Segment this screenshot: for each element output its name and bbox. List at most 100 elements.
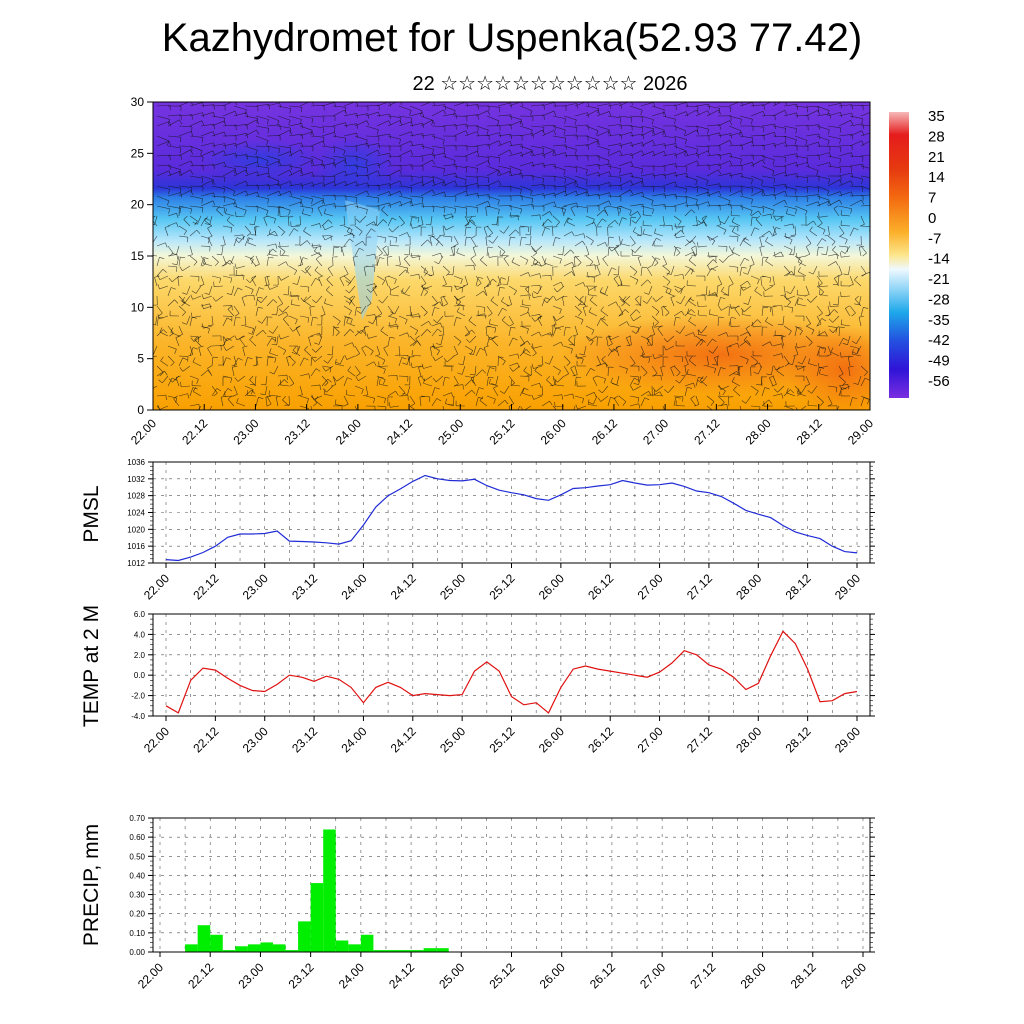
wind-barb-flag [260,383,266,386]
wind-barb [398,269,406,277]
wind-barb [177,277,180,287]
wind-barb-flag [840,352,842,358]
wind-barb [442,275,447,285]
wind-barb [541,125,555,127]
wind-barb [387,135,401,140]
wind-barb [365,135,380,137]
wind-barb [321,175,335,177]
wind-barb [541,163,555,167]
wind-barb [343,195,357,198]
wind-barb [153,345,158,355]
wind-barb-flag [383,345,389,349]
wind-barb [200,257,205,267]
wind-barb [552,227,554,237]
wind-barb [732,231,741,237]
wind-barb [486,305,493,314]
wind-barb [167,170,181,177]
wind-barb-flag [430,345,436,348]
wind-barb [563,175,577,181]
y-tick-label: 5 [137,352,144,366]
wind-barb-flag [389,183,392,189]
wind-barb-flag [852,397,858,400]
wind-barb [662,285,672,290]
wind-barb [266,355,276,359]
wind-barb-flag [600,306,605,311]
wind-barb [264,385,268,395]
wind-barb-flag [422,202,425,208]
wind-barb-flag [223,120,227,126]
wind-barb-flag [479,396,484,401]
wind-barb [537,285,543,294]
wind-barb [173,398,180,407]
wind-barb-flag [682,274,685,280]
precip-bar [398,950,412,952]
wind-barb [830,305,840,307]
wind-barb [269,254,279,257]
wind-barb-flag [311,118,314,124]
wind-barb-flag [159,372,164,377]
wind-barb [585,222,595,227]
wind-barb [856,335,862,344]
wind-barb-flag [781,393,784,399]
wind-barb [721,291,730,297]
wind-barb-flag [411,187,413,193]
wind-barb [662,172,676,177]
wind-barb [783,173,797,177]
wind-barb [535,245,543,253]
wind-barb [552,305,562,310]
wind-barb [376,257,380,267]
wind-barb [339,277,345,287]
wind-barb-flag [818,222,823,227]
wind-barb [574,112,588,117]
wind-barb [563,181,577,187]
wind-barb [431,322,441,327]
wind-barb [288,315,298,320]
wind-barb [816,395,824,403]
wind-barb [761,102,772,107]
wind-barb-flag [194,220,198,226]
wind-barb [634,245,642,253]
wind-barb [860,307,864,317]
wind-barb [552,405,557,410]
wind-barb [376,355,386,361]
wind-barb [761,213,771,217]
wind-barb [563,271,572,277]
x-tick-label: 22.00 [128,416,159,447]
wind-barb-flag [584,254,590,257]
wind-barb-flag [395,264,401,267]
wind-barb-flag [873,178,874,183]
wind-barb-flag [227,337,232,341]
wind-barb-flag [608,111,612,117]
wind-barb [585,135,599,141]
wind-barb [783,285,786,295]
wind-barb [288,195,302,200]
wind-barb [453,317,457,327]
wind-barb [211,120,225,127]
wind-barb [222,259,231,267]
wind-barb [167,145,181,149]
wind-barb-flag [729,303,732,309]
wind-barb [816,125,830,131]
wind-barb [698,245,708,248]
wind-barb [418,367,422,377]
wind-barb-flag [244,109,247,115]
wind-barb [783,325,792,332]
wind-barb [684,153,698,157]
wind-barb-flag [148,250,149,255]
wind-barb [596,355,601,365]
wind-barb [651,125,665,131]
wind-barb-flag [752,321,754,328]
wind-barb [244,161,258,167]
wind-barb-flag [457,372,463,375]
wind-barb [420,275,427,284]
wind-barb-flag [804,210,808,216]
wind-barb-flag [519,170,522,176]
wind-barb-flag [157,314,160,319]
wind-barb [403,258,411,267]
wind-barb-flag [273,218,276,224]
wind-barb-flag [609,182,612,188]
wind-barb [574,233,584,237]
wind-barb [546,379,554,387]
wind-barb-flag [770,307,772,313]
wind-barb-flag [813,220,817,226]
